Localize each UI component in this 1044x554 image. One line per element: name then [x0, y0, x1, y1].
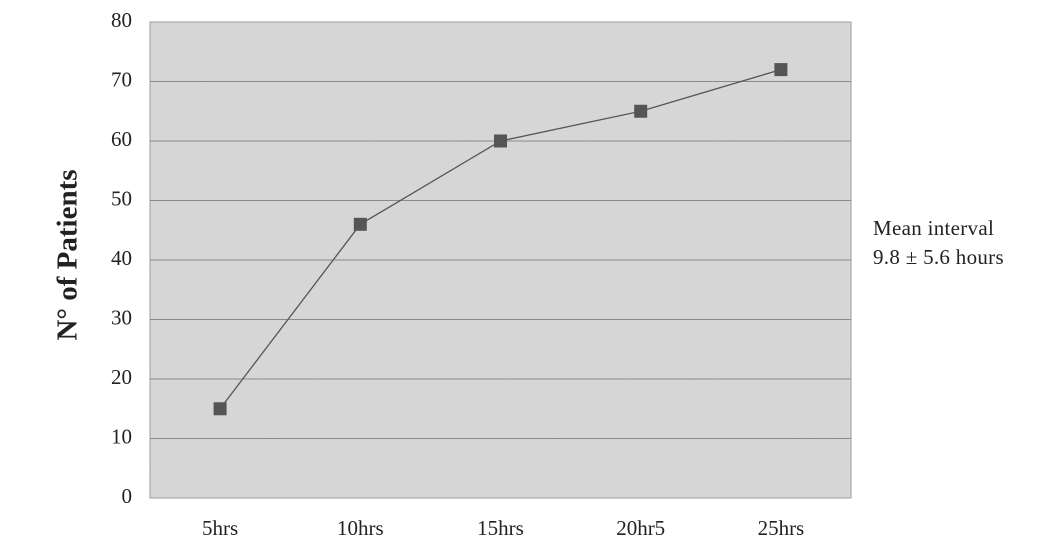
data-point-10hrs — [354, 218, 367, 231]
annotation-line-1: Mean interval — [873, 214, 1004, 243]
y-tick-label-70: 70 — [111, 67, 132, 91]
data-point-20hr5 — [634, 105, 647, 118]
y-tick-label-60: 60 — [111, 127, 132, 151]
data-point-25hrs — [774, 63, 787, 76]
y-tick-label-0: 0 — [122, 484, 133, 508]
annotation-line-2: 9.8 ± 5.6 hours — [873, 243, 1004, 272]
y-tick-label-40: 40 — [111, 246, 132, 270]
x-tick-label-5hrs: 5hrs — [202, 516, 238, 540]
data-point-5hrs — [214, 402, 227, 415]
mean-interval-annotation: Mean interval 9.8 ± 5.6 hours — [873, 214, 1004, 272]
x-tick-label-10hrs: 10hrs — [337, 516, 384, 540]
x-axis: 5hrs 10hrs 15hrs 20hr5 25hrs — [202, 516, 804, 540]
y-axis-label: N° of Patients — [52, 169, 84, 340]
y-tick-label-30: 30 — [111, 305, 132, 329]
x-tick-label-25hrs: 25hrs — [758, 516, 805, 540]
x-tick-label-15hrs: 15hrs — [477, 516, 524, 540]
x-tick-label-20hr5: 20hr5 — [616, 516, 665, 540]
y-axis: 0 10 20 30 40 50 60 70 80 — [111, 8, 132, 508]
y-tick-label-50: 50 — [111, 186, 132, 210]
y-tick-label-20: 20 — [111, 365, 132, 389]
y-tick-label-80: 80 — [111, 8, 132, 32]
y-tick-label-10: 10 — [111, 424, 132, 448]
data-point-15hrs — [494, 135, 507, 148]
